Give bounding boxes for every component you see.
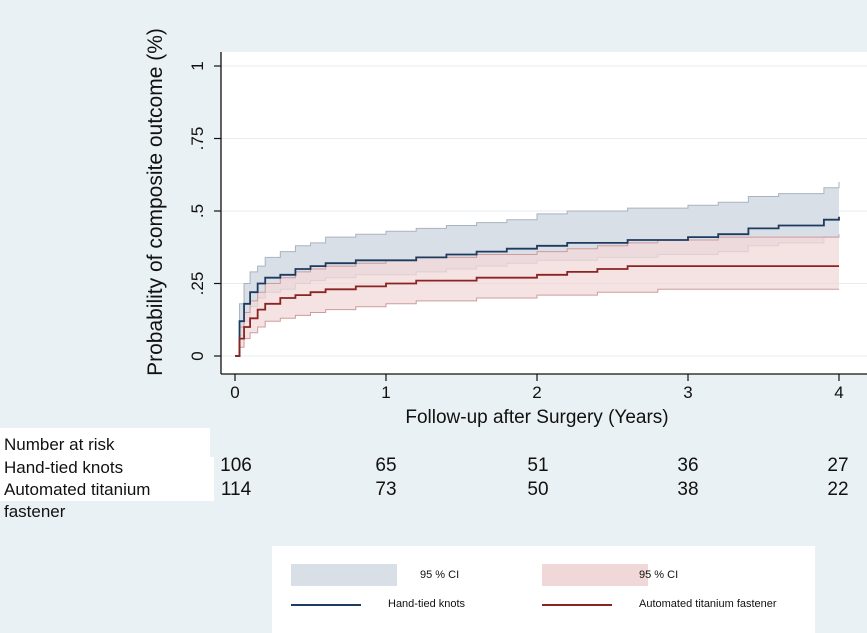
risk-value-automated-4: 22: [827, 479, 849, 500]
y-tick-label: .5: [188, 204, 207, 218]
x-tick-label: 4: [834, 383, 843, 402]
legend: 95 % CI 95 % CI Hand-tied knots Automate…: [272, 546, 815, 633]
risk-value-automated-1: 73: [375, 479, 397, 500]
y-axis-label: Probability of composite outcome (%): [144, 28, 167, 376]
legend-line-hand-tied: [291, 604, 361, 606]
x-axis-label: Follow-up after Surgery (Years): [405, 407, 668, 428]
x-tick-label: 0: [230, 383, 239, 402]
risk-value-hand-tied-0: 106: [220, 455, 252, 476]
risk-row-label-hand-tied: Hand-tied knots: [0, 457, 214, 479]
risk-value-automated-3: 38: [677, 479, 699, 500]
y-tick-label: .25: [188, 272, 207, 296]
risk-table: Number at risk Hand-tied knots Automated…: [0, 428, 867, 521]
plot-area: 0 .25 .5 .75 1 0 1 2 3 4 Probability of composite…: [144, 28, 867, 428]
legend-label-automated-ci: 95 % CI: [639, 569, 679, 581]
legend-label-hand-tied: Hand-tied knots: [388, 598, 466, 610]
tick-labels: 0 .25 .5 .75 1 0 1 2 3 4: [188, 61, 844, 402]
x-tick-label: 2: [532, 383, 541, 402]
x-tick-label: 1: [381, 383, 390, 402]
legend-swatch-hand-tied-ci: [291, 564, 397, 586]
risk-value-hand-tied-1: 65: [375, 455, 397, 476]
legend-label-hand-tied-ci: 95 % CI: [420, 569, 460, 581]
risk-value-hand-tied-2: 51: [527, 455, 549, 476]
legend-line-automated: [542, 604, 612, 606]
axes: [220, 52, 867, 375]
risk-row-label-automated: Automated titanium fastener: [0, 479, 214, 521]
risk-value-automated-2: 50: [527, 479, 549, 500]
series-line-hand-tied: [235, 216, 840, 357]
y-tick-label: .75: [188, 127, 207, 151]
risk-table-title: Number at risk: [0, 428, 210, 458]
ci-band-hand-tied-upper: [235, 182, 840, 357]
risk-value-hand-tied-3: 36: [677, 455, 699, 476]
y-tick-label: 1: [188, 61, 207, 70]
x-tick-label: 3: [683, 383, 692, 402]
risk-value-hand-tied-4: 27: [827, 455, 849, 476]
ci-band-automated-lower: [235, 288, 839, 357]
y-tick-label: 0: [188, 351, 207, 360]
series-line-automated: [235, 265, 839, 357]
risk-value-automated-0: 114: [220, 479, 252, 500]
ci-band-hand-tied: [235, 182, 839, 356]
legend-swatch-automated-ci: [542, 564, 648, 586]
legend-label-automated: Automated titanium fastener: [639, 598, 777, 610]
survival-lines: [235, 216, 840, 357]
